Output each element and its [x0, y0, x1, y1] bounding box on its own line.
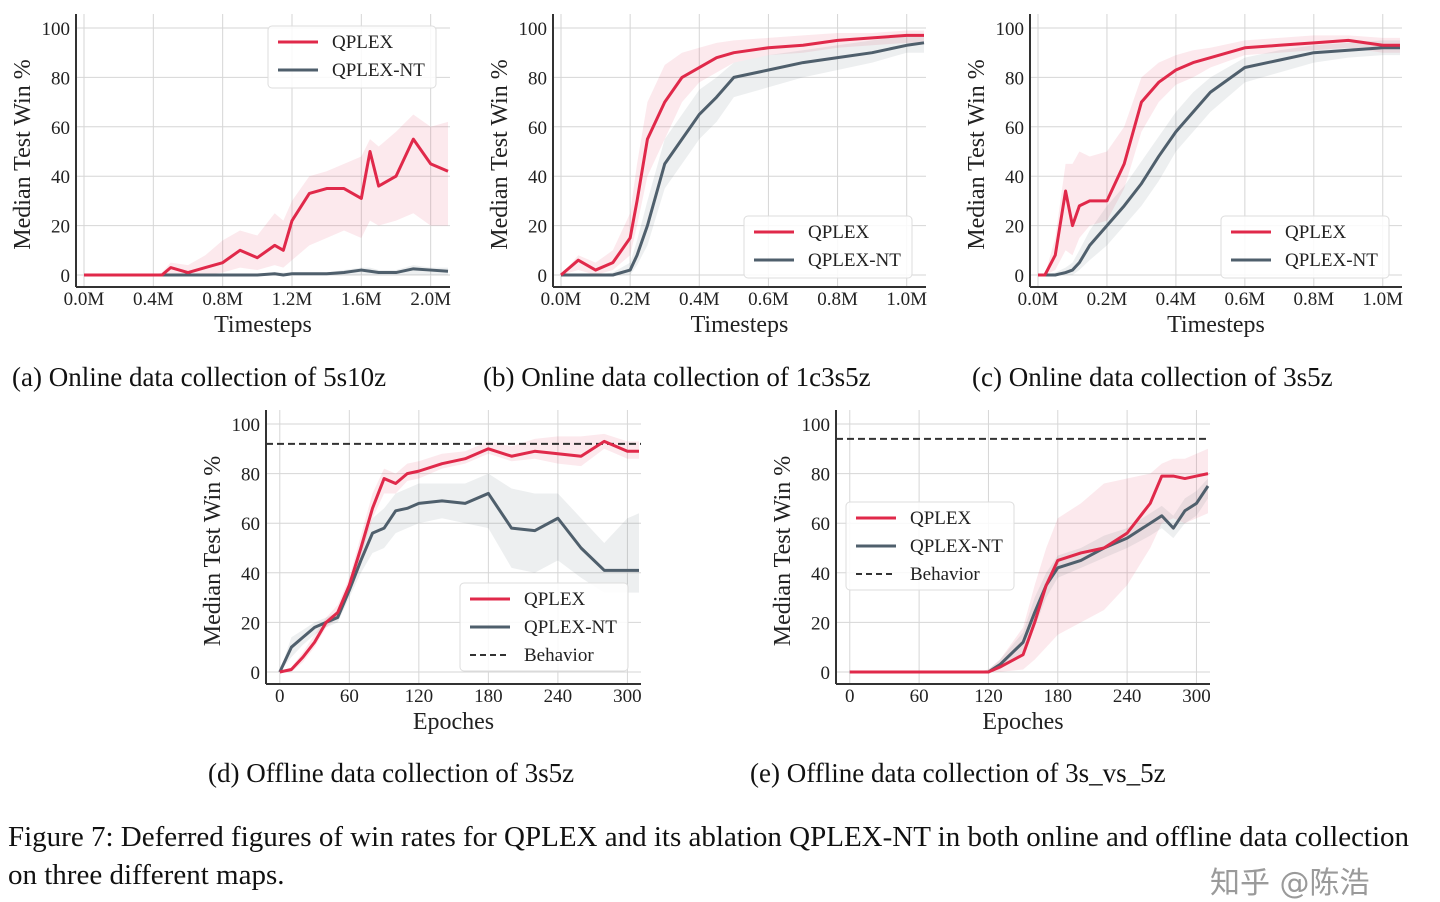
- x-tick-label: 240: [1113, 686, 1142, 707]
- caption-d: (d) Offline data collection of 3s5z: [208, 758, 574, 789]
- y-tick-label: 60: [51, 118, 70, 139]
- caption-b: (b) Online data collection of 1c3s5z: [483, 362, 871, 393]
- chart-c: 0 20 40 60 80 100 0.0M 0.2M 0.4M 0.6M 0.8M 1.0M Time…: [964, 14, 1403, 338]
- legend-label: QPLEX-NT: [1285, 250, 1378, 271]
- y-tick-label: 40: [528, 167, 547, 188]
- x-tick-label: 0.4M: [679, 289, 720, 310]
- y-tick-label: 20: [811, 613, 830, 634]
- y-tick-label: 60: [1005, 118, 1024, 139]
- x-tick-label: 60: [910, 686, 929, 707]
- x-tick-label: 240: [544, 686, 573, 707]
- y-tick-label: 60: [811, 514, 830, 535]
- x-tick-label: 0.8M: [817, 289, 858, 310]
- x-tick-label: 300: [1182, 686, 1211, 707]
- x-axis-label: Epoches: [982, 709, 1063, 735]
- x-tick-label: 0.6M: [1225, 289, 1266, 310]
- x-tick-label: 0.0M: [64, 289, 105, 310]
- legend-label: QPLEX-NT: [332, 60, 425, 81]
- x-tick-label: 180: [1044, 686, 1073, 707]
- y-tick-label: 80: [1005, 68, 1024, 89]
- x-tick-label: 60: [340, 686, 359, 707]
- y-axis-label: Median Test Win %: [10, 59, 36, 249]
- x-tick-label: 120: [405, 686, 434, 707]
- watermark: 知乎 @陈浩: [1210, 858, 1370, 902]
- chart-a: 0 20 40 60 80 100 0.0M 0.4M 0.8M 1.2M 1.6M 2.0M Time…: [10, 14, 451, 338]
- y-tick-label: 40: [51, 167, 70, 188]
- y-tick-label: 60: [528, 118, 547, 139]
- y-tick-label: 80: [241, 465, 260, 486]
- x-tick-label: 0.2M: [610, 289, 651, 310]
- x-tick-label: 2.0M: [410, 289, 451, 310]
- y-axis-label: Median Test Win %: [487, 59, 513, 249]
- legend-label: QPLEX-NT: [910, 536, 1003, 557]
- chart-b: 0 20 40 60 80 100 0.0M 0.2M 0.4M 0.6M 0.8M 1.0M Time…: [487, 14, 927, 338]
- y-tick-label: 0: [538, 266, 548, 287]
- x-axis-label: Timesteps: [214, 312, 312, 338]
- legend: QPLEX QPLEX-NT: [744, 216, 912, 278]
- x-tick-label: 0: [275, 686, 285, 707]
- y-axis-label: Median Test Win %: [964, 59, 990, 249]
- x-axis-label: Timesteps: [1167, 312, 1265, 338]
- x-tick-label: 1.6M: [341, 289, 382, 310]
- x-tick-label: 300: [613, 686, 642, 707]
- y-axis-label: Median Test Win %: [770, 456, 796, 646]
- x-tick-label: 0.4M: [133, 289, 174, 310]
- caption-e: (e) Offline data collection of 3s_vs_5z: [750, 758, 1166, 789]
- y-tick-label: 20: [1005, 217, 1024, 238]
- y-tick-label: 40: [1005, 167, 1024, 188]
- y-tick-label: 0: [821, 663, 831, 684]
- legend-label: QPLEX: [1285, 222, 1347, 243]
- x-tick-label: 0.8M: [1293, 289, 1334, 310]
- x-tick-label: 180: [474, 686, 503, 707]
- y-axis-label: Median Test Win %: [200, 456, 226, 646]
- y-tick-label: 100: [996, 19, 1025, 40]
- caption-c: (c) Online data collection of 3s5z: [972, 362, 1333, 393]
- legend: QPLEX QPLEX-NT: [268, 26, 436, 88]
- y-tick-label: 100: [802, 415, 831, 436]
- legend: QPLEX QPLEX-NT: [1221, 216, 1389, 278]
- y-tick-label: 80: [528, 68, 547, 89]
- y-tick-label: 100: [232, 415, 261, 436]
- caption-a: (a) Online data collection of 5s10z: [12, 362, 386, 393]
- x-tick-label: 0.0M: [541, 289, 582, 310]
- y-tick-label: 40: [811, 564, 830, 585]
- legend-label: QPLEX-NT: [808, 250, 901, 271]
- legend-label: QPLEX: [808, 222, 870, 243]
- y-tick-label: 40: [241, 564, 260, 585]
- legend-label: QPLEX: [910, 508, 972, 529]
- y-tick-label: 0: [1015, 266, 1025, 287]
- x-axis-label: Timesteps: [691, 312, 789, 338]
- y-tick-label: 20: [528, 217, 547, 238]
- legend-label: QPLEX: [332, 32, 394, 53]
- y-tick-label: 0: [251, 663, 261, 684]
- x-tick-label: 1.0M: [886, 289, 927, 310]
- y-tick-label: 80: [51, 68, 70, 89]
- x-tick-label: 0.8M: [202, 289, 243, 310]
- legend-label: Behavior: [910, 564, 980, 585]
- y-tick-label: 80: [811, 465, 830, 486]
- legend: QPLEX QPLEX-NT Behavior: [846, 502, 1014, 590]
- x-tick-label: 120: [974, 686, 1003, 707]
- y-tick-label: 100: [42, 19, 71, 40]
- chart-d: 0 20 40 60 80 100 0 60 120 180 240 300 Epoches Median…: [200, 410, 642, 735]
- x-axis-label: Epoches: [413, 709, 494, 735]
- x-tick-label: 1.2M: [272, 289, 313, 310]
- legend-label: Behavior: [524, 645, 594, 666]
- chart-e: 0 20 40 60 80 100 0 60 120 180 240 300 Epoches Median…: [770, 410, 1211, 735]
- x-tick-label: 0.2M: [1087, 289, 1128, 310]
- y-tick-label: 60: [241, 514, 260, 535]
- x-tick-label: 1.0M: [1362, 289, 1403, 310]
- y-tick-label: 20: [241, 613, 260, 634]
- legend: QPLEX QPLEX-NT Behavior: [460, 583, 628, 671]
- legend-label: QPLEX-NT: [524, 617, 617, 638]
- legend-label: QPLEX: [524, 589, 586, 610]
- x-tick-label: 0.4M: [1156, 289, 1197, 310]
- y-tick-label: 20: [51, 217, 70, 238]
- y-tick-label: 0: [61, 266, 71, 287]
- x-tick-label: 0.6M: [748, 289, 789, 310]
- x-tick-label: 0: [845, 686, 855, 707]
- y-tick-label: 100: [519, 19, 548, 40]
- x-tick-label: 0.0M: [1018, 289, 1059, 310]
